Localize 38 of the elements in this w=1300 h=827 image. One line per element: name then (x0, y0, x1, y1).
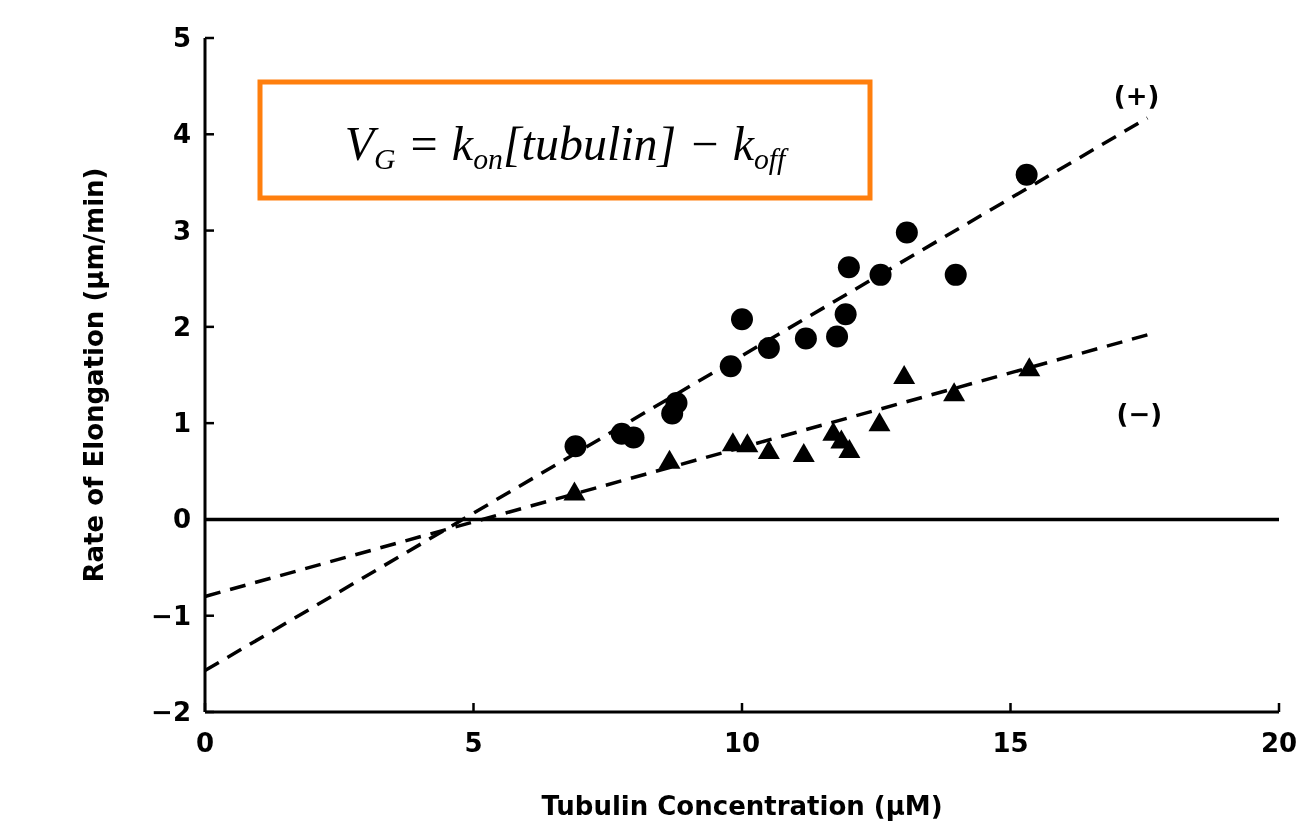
x-tick-label: 10 (723, 728, 761, 758)
point (658, 449, 681, 469)
x-tick-label: 20 (1260, 728, 1298, 758)
x-tick-label: 0 (195, 728, 215, 758)
point (868, 412, 891, 432)
y-tick-label: −1 (151, 600, 191, 631)
point (1015, 163, 1038, 186)
point (665, 391, 688, 414)
point (837, 256, 860, 279)
y-tick-label: 3 (172, 215, 191, 246)
point (1018, 357, 1041, 377)
point (895, 221, 918, 244)
x-tick-label: 15 (992, 728, 1029, 758)
point (838, 439, 861, 459)
y-tick-label: 0 (172, 504, 191, 535)
y-tick-label: −2 (151, 697, 191, 727)
point (731, 308, 753, 331)
point (893, 364, 916, 384)
point (794, 327, 817, 350)
y-tick-label: 1 (172, 408, 191, 439)
point (757, 440, 780, 460)
point (564, 435, 587, 458)
y-tick-label: 2 (172, 311, 191, 342)
point (792, 442, 815, 462)
x-axis-title: Tubulin Concentration (μM) (541, 791, 943, 821)
annotation: V$_{G}$ = k$_{on}$[tubulin] − k$_{off}$ (344, 117, 790, 175)
point (622, 426, 645, 449)
x-tick-label: 5 (464, 728, 483, 758)
point (757, 337, 780, 360)
y-tick-label: 5 (172, 23, 191, 53)
point (943, 382, 966, 402)
text: (+) (1113, 80, 1160, 111)
point (944, 263, 967, 286)
point (834, 303, 857, 326)
text: (−) (1116, 399, 1163, 430)
y-tick-label: 4 (172, 119, 191, 150)
y-axis-title: Rate of Elongation (μm/min) (79, 167, 109, 583)
point (826, 325, 849, 348)
